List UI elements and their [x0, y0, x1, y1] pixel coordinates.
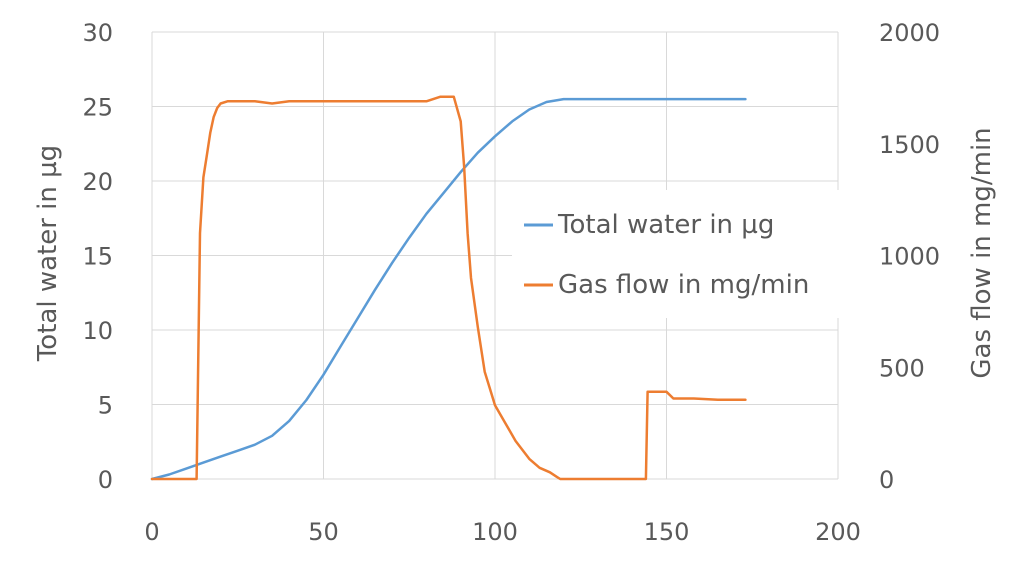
y-tick-label: 5 — [98, 392, 113, 420]
x-tick-label: 100 — [472, 518, 518, 546]
y-axis-title: Total water in µg — [33, 145, 63, 362]
legend-label-total-water: Total water in µg — [557, 210, 774, 240]
y2-axis-title: Gas flow in mg/min — [967, 127, 997, 378]
y2-tick-label: 2000 — [879, 19, 940, 47]
y2-tick-label: 1000 — [879, 243, 940, 271]
y2-tick-label: 0 — [879, 466, 894, 494]
series-line-total-water — [150, 97, 747, 481]
legend-label-gas-flow: Gas flow in mg/min — [558, 270, 809, 300]
y-tick-label: 0 — [98, 466, 113, 494]
x-tick-label: 0 — [144, 518, 159, 546]
y-tick-label: 25 — [82, 94, 113, 122]
y-tick-label: 15 — [82, 243, 113, 271]
series-lines — [150, 95, 747, 481]
series-line-gas-flow — [150, 95, 747, 481]
y-tick-label: 30 — [82, 19, 113, 47]
x-tick-label: 150 — [644, 518, 690, 546]
y2-tick-label: 500 — [879, 354, 925, 382]
x-tick-label: 50 — [308, 518, 339, 546]
y-tick-label: 10 — [82, 317, 113, 345]
legend-background — [512, 190, 844, 318]
y2-tick-label: 1500 — [879, 131, 940, 159]
x-tick-label: 200 — [815, 518, 861, 546]
legend: Total water in µg Gas flow in mg/min — [512, 190, 844, 318]
y-tick-label: 20 — [82, 168, 113, 196]
